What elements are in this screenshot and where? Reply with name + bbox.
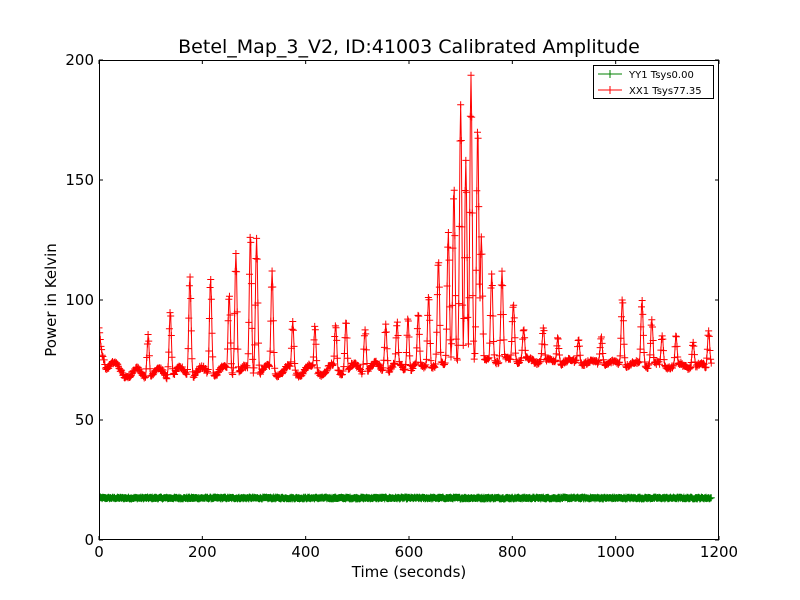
series-yy1-markers xyxy=(99,493,715,503)
y-tick-label: 100 xyxy=(65,291,94,309)
chart-title: Betel_Map_3_V2, ID:41003 Calibrated Ampl… xyxy=(178,36,640,58)
x-tick-label: 200 xyxy=(188,543,217,561)
legend: YY1 Tsys0.00 XX1 Tsys77.35 xyxy=(593,65,714,99)
x-tick-label: 0 xyxy=(94,543,104,561)
series-xx1 xyxy=(99,71,715,383)
y-tick-label: 150 xyxy=(65,171,94,189)
series-xx1-markers xyxy=(99,71,715,383)
x-tick-label: 1000 xyxy=(597,543,635,561)
series-xx1-line xyxy=(99,75,712,381)
plot-frame xyxy=(99,60,719,540)
y-axis: 0 50 100 150 200 xyxy=(65,51,719,549)
y-axis-label: Power in Kelvin xyxy=(42,243,60,357)
x-axis-label: Time (seconds) xyxy=(351,563,467,581)
series-yy1 xyxy=(99,493,715,503)
x-tick-label: 1200 xyxy=(700,543,738,561)
legend-label-xx1: XX1 Tsys77.35 xyxy=(629,86,702,97)
legend-label-yy1: YY1 Tsys0.00 xyxy=(628,70,694,81)
x-tick-label: 600 xyxy=(395,543,424,561)
x-axis: 0 200 400 600 800 1000 1200 xyxy=(94,60,738,561)
y-tick-label: 200 xyxy=(65,51,94,69)
y-tick-label: 0 xyxy=(84,531,94,549)
x-tick-label: 400 xyxy=(291,543,320,561)
series-layer xyxy=(99,71,715,503)
legend-entry-xx1: XX1 Tsys77.35 xyxy=(598,86,702,97)
legend-box xyxy=(593,65,714,99)
x-tick-label: 800 xyxy=(498,543,527,561)
legend-entry-yy1: YY1 Tsys0.00 xyxy=(598,70,694,81)
y-tick-label: 50 xyxy=(75,411,94,429)
